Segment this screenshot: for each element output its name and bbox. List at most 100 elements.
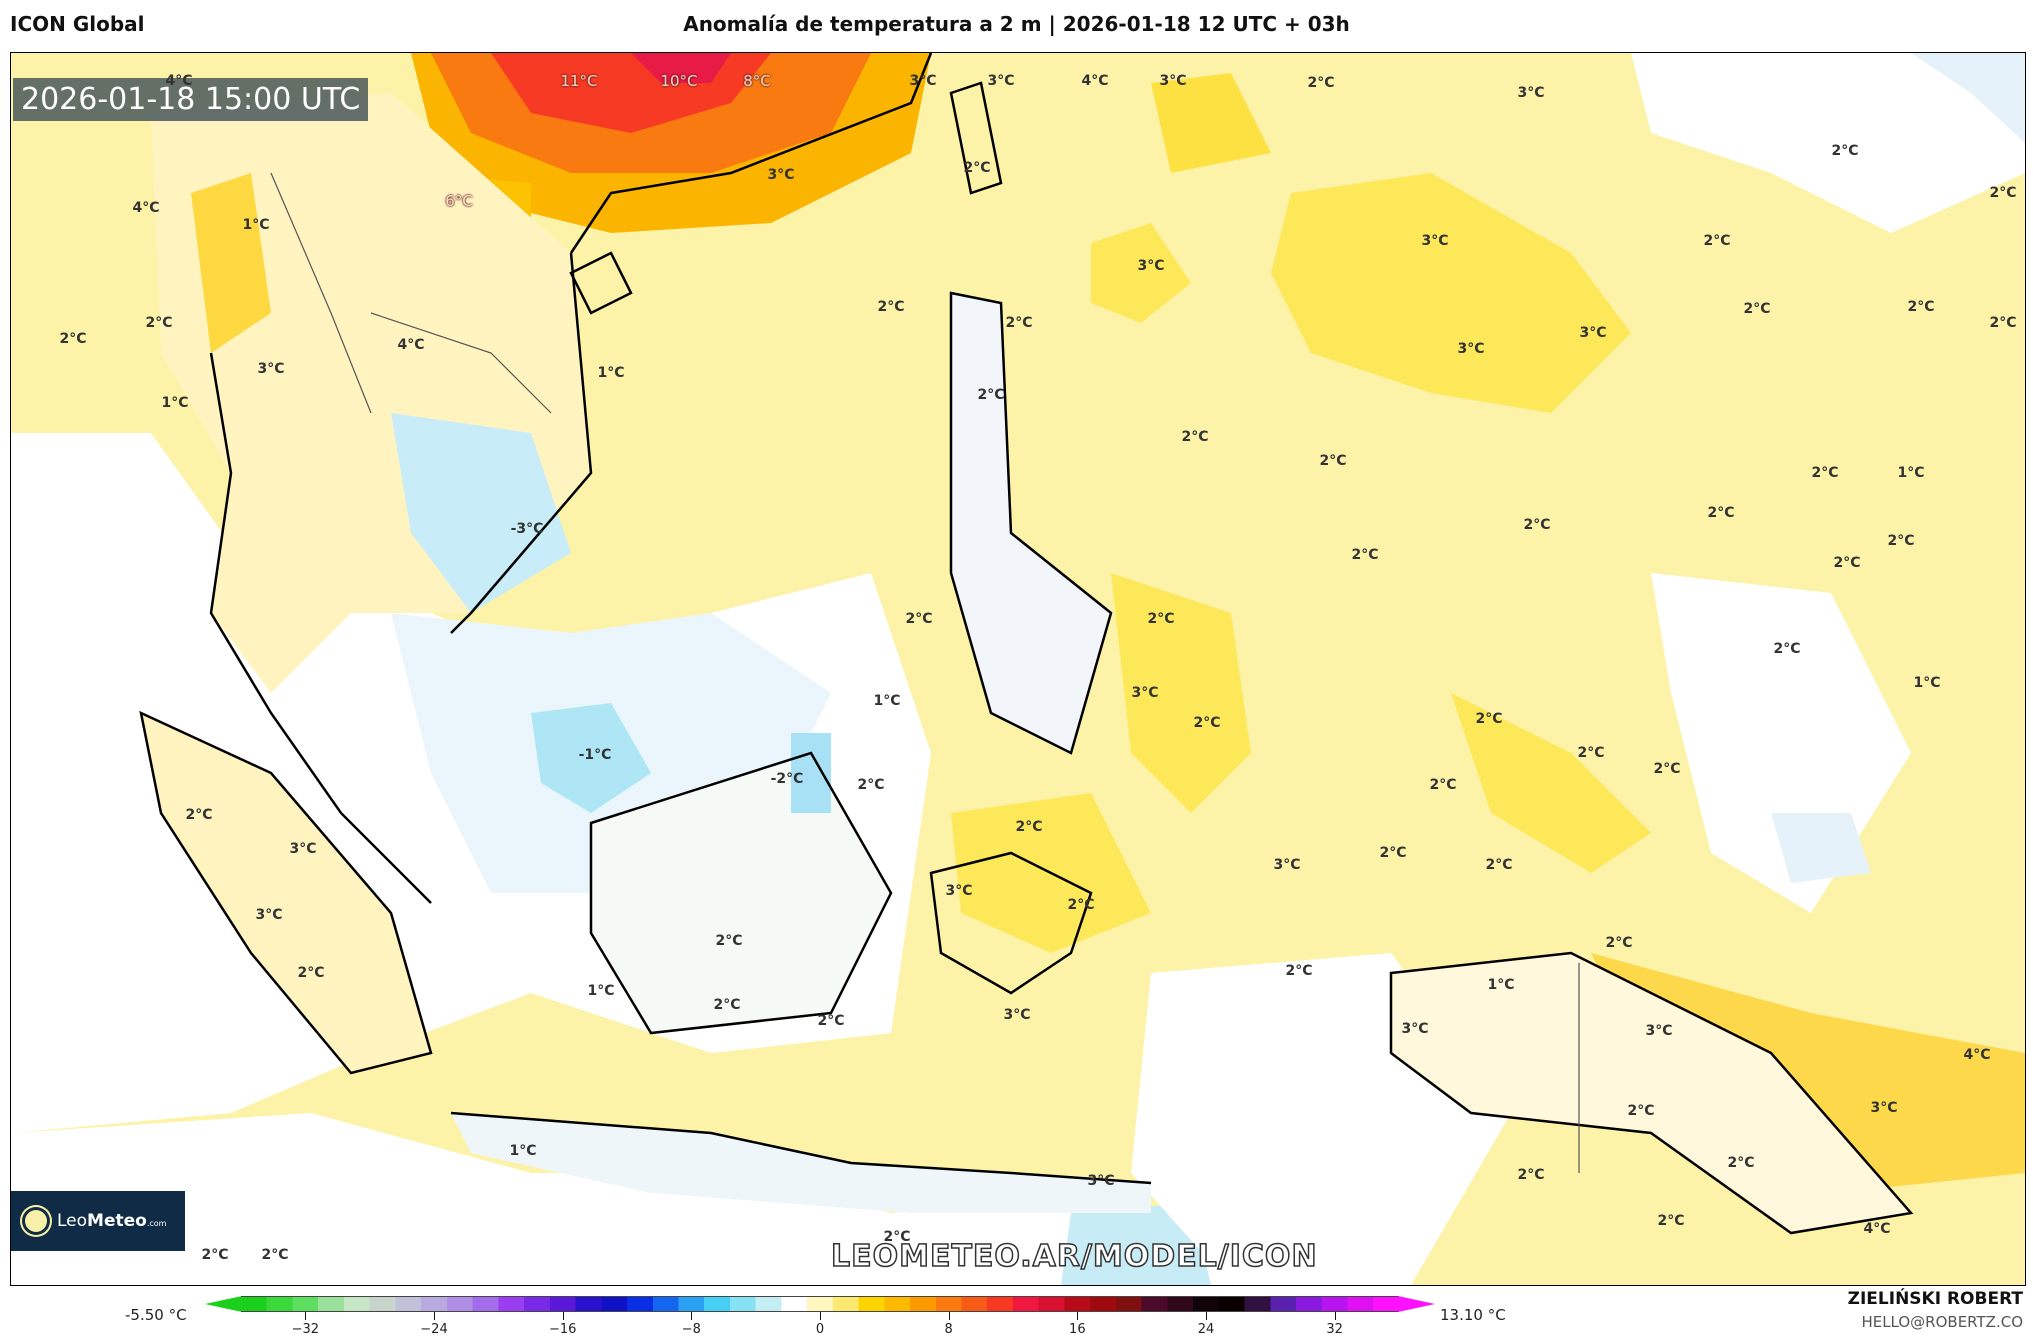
contour-label: 3°C <box>289 841 317 857</box>
contour-label: 4°C <box>397 337 425 353</box>
contour-label: 3°C <box>767 167 795 183</box>
contour-label: 1°C <box>1913 675 1941 691</box>
colorbar: −32 −24 −16 −8 0 8 16 24 32 <box>205 1296 1435 1337</box>
contour-label: 1°C <box>587 983 615 999</box>
contour-label: 2°C <box>1653 761 1681 777</box>
contour-label: 3°C <box>1457 341 1485 357</box>
colorbar-min-value: -5.50 °C <box>125 1306 187 1324</box>
contour-label: 3°C <box>909 73 937 89</box>
contour-label: 2°C <box>877 299 905 315</box>
contour-label: 2°C <box>977 387 1005 403</box>
colorbar-arrow-right <box>1398 1296 1435 1312</box>
contour-label: 2°C <box>1319 453 1347 469</box>
contour-label: 8°C <box>743 72 771 90</box>
colorbar-tick <box>948 1312 950 1320</box>
contour-label: 4°C <box>165 73 193 89</box>
colorbar-tick <box>1077 1312 1079 1320</box>
contour-label: 3°C <box>1087 1173 1115 1189</box>
contour-label: 3°C <box>257 361 285 377</box>
colorbar-tick-label: 16 <box>1069 1322 1086 1337</box>
contour-label: 6°C <box>445 192 473 210</box>
colorbar-tick-label: 32 <box>1326 1322 1343 1337</box>
contour-label: 2°C <box>1193 715 1221 731</box>
contour-label: 3°C <box>1579 325 1607 341</box>
contour-label: -3°C <box>510 521 544 537</box>
contour-label: 3°C <box>1159 73 1187 89</box>
contour-label: 2°C <box>1379 845 1407 861</box>
contour-label: 2°C <box>1605 935 1633 951</box>
contour-label: 4°C <box>1081 73 1109 89</box>
contour-label: 2°C <box>1485 857 1513 873</box>
map-background <box>11 53 2025 1285</box>
colorbar-gradient <box>241 1296 1399 1312</box>
temperature-anomaly-map: 2026-01-18 15:00 UTC 11°C 10°C 8°C 4°C 6°C 3°… <box>10 52 2026 1286</box>
contour-label: 2°C <box>1307 75 1335 91</box>
colorbar-arrow-left <box>205 1296 242 1312</box>
contour-label: 2°C <box>261 1247 289 1263</box>
contour-label: 2°C <box>1015 819 1043 835</box>
author-email[interactable]: HELLO@ROBERTZ.CO <box>1861 1313 2023 1331</box>
colorbar-tick <box>1206 1312 1207 1320</box>
contour-label: 3°C <box>1517 85 1545 101</box>
author-name: ZIELIŃSKI ROBERT <box>1847 1289 2023 1309</box>
colorbar-tick <box>691 1312 693 1320</box>
logo-text: LeoMeteo.com <box>57 1211 167 1231</box>
contour-label: 2°C <box>1181 429 1209 445</box>
contour-label: -1°C <box>578 747 612 763</box>
contour-label: 3°C <box>1137 258 1165 274</box>
contour-label: 2°C <box>1657 1213 1685 1229</box>
colorbar-tick-label: 8 <box>944 1322 953 1337</box>
contour-label: 2°C <box>297 965 325 981</box>
colorbar-tick-label: −8 <box>681 1322 701 1337</box>
contour-label: 2°C <box>1811 465 1839 481</box>
contour-label: 1°C <box>1897 465 1925 481</box>
contour-label: 2°C <box>1005 315 1033 331</box>
contour-label: 2°C <box>1627 1103 1655 1119</box>
sun-icon <box>25 1210 47 1232</box>
contour-label: 2°C <box>963 160 991 176</box>
colorbar-tick <box>1334 1312 1336 1320</box>
colorbar-tick <box>820 1312 821 1320</box>
colorbar-max-value: 13.10 °C <box>1440 1306 1506 1324</box>
contour-label: 3°C <box>1870 1100 1898 1116</box>
chart-title: Anomalía de temperatura a 2 m | 2026-01-… <box>683 12 1350 36</box>
contour-label: 2°C <box>1703 233 1731 249</box>
contour-label: 1°C <box>161 395 189 411</box>
colorbar-tick-label: 0 <box>815 1322 825 1337</box>
contour-label: 3°C <box>1003 1007 1031 1023</box>
contour-label: 2°C <box>1727 1155 1755 1171</box>
colorbar-tick-label: −16 <box>548 1322 577 1337</box>
contour-label: 2°C <box>905 611 933 627</box>
contour-label: 1°C <box>242 217 270 233</box>
contour-label: 4°C <box>1963 1047 1991 1063</box>
contour-label: 2°C <box>1707 505 1735 521</box>
contour-label: 2°C <box>1475 711 1503 727</box>
contour-label: 1°C <box>597 365 625 381</box>
contour-label: 3°C <box>1421 233 1449 249</box>
contour-label: 2°C <box>713 997 741 1013</box>
contour-label: 2°C <box>883 1229 911 1245</box>
contour-label: 1°C <box>509 1143 537 1159</box>
colorbar-tick <box>434 1312 435 1320</box>
contour-label: 4°C <box>1863 1221 1891 1237</box>
contour-label: 3°C <box>1131 685 1159 701</box>
contour-label: 2°C <box>1351 547 1379 563</box>
contour-label: 2°C <box>145 315 173 331</box>
leometeo-logo[interactable]: LeoMeteo.com <box>11 1191 185 1251</box>
contour-label: 1°C <box>873 693 901 709</box>
contour-label: 2°C <box>1887 533 1915 549</box>
contour-label: 10°C <box>660 72 698 90</box>
valid-time-badge: 2026-01-18 15:00 UTC <box>13 78 369 121</box>
contour-label: 2°C <box>857 777 885 793</box>
contour-label: 3°C <box>945 883 973 899</box>
colorbar-tick-label: −32 <box>291 1322 320 1337</box>
contour-label: 2°C <box>1517 1167 1545 1183</box>
contour-label: 3°C <box>1273 857 1301 873</box>
contour-label: 2°C <box>201 1247 229 1263</box>
contour-label: 2°C <box>1773 641 1801 657</box>
contour-label: 2°C <box>59 331 87 347</box>
contour-label: 2°C <box>1833 555 1861 571</box>
contour-label: 3°C <box>1401 1021 1429 1037</box>
contour-label: 2°C <box>1147 611 1175 627</box>
contour-label: 2°C <box>1523 517 1551 533</box>
